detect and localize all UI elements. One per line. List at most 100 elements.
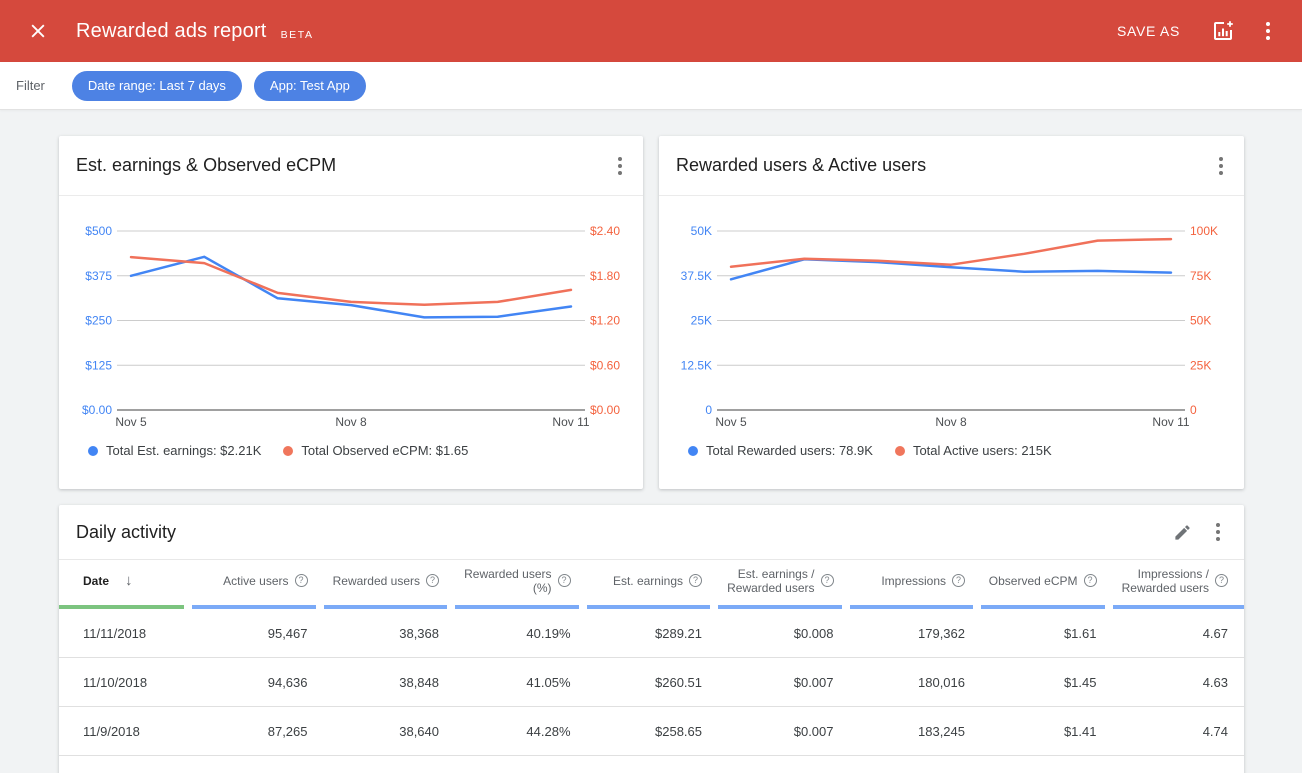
value-cell: 95,467: [267, 626, 308, 641]
column-underline: [455, 605, 579, 609]
left-axis-tick: 0: [705, 403, 712, 417]
left-axis-tick: 25K: [691, 314, 712, 328]
app-filter-chip[interactable]: App: Test App: [253, 70, 366, 101]
value-cell: $0.008: [793, 626, 834, 641]
right-axis-tick: $0.00: [590, 403, 620, 417]
add-chart-icon[interactable]: [1210, 18, 1236, 44]
column-header-impressions[interactable]: Impressions?: [849, 560, 982, 609]
table-row: 11/10/2018 94,636 38,848 41.05% $260.51 $0.00…: [59, 658, 1244, 707]
right-axis-tick: $1.20: [590, 314, 620, 328]
series-line-active-users: [729, 237, 1173, 269]
value-cell: 41.05%: [526, 675, 571, 690]
help-icon[interactable]: ?: [557, 574, 571, 587]
help-icon[interactable]: ?: [820, 574, 834, 587]
value-cell: $289.21: [655, 626, 702, 641]
value-cell: 87,265: [267, 724, 308, 739]
help-icon[interactable]: ?: [1215, 574, 1228, 587]
legend-item: Total Active users: 215K: [894, 443, 1052, 458]
value-cell: $1.41: [1063, 724, 1097, 739]
x-axis-tick: Nov 8: [335, 415, 367, 429]
app-header: Rewarded ads report BETA SAVE AS: [0, 0, 1302, 62]
column-label: Date: [83, 573, 110, 588]
help-icon[interactable]: ?: [426, 574, 439, 587]
column-label: Rewarded users (%): [464, 566, 552, 595]
table-row: 11/11/2018 95,467 38,368 40.19% $289.21 $0.00…: [59, 609, 1244, 658]
column-label: Est. earnings: [612, 573, 683, 588]
left-axis-tick: $0.00: [82, 403, 112, 417]
right-axis-tick: 100K: [1190, 224, 1218, 238]
table-row: 11/9/2018 87,265 38,640 44.28% $258.65 $0.007…: [59, 707, 1244, 756]
column-header-est-earnings[interactable]: Est. earnings / Rewarded users?: [718, 560, 850, 609]
value-cell: 38,368: [399, 626, 439, 641]
save-as-button[interactable]: SAVE AS: [1116, 23, 1180, 39]
right-axis-tick: 25K: [1190, 358, 1211, 372]
column-header-est-earnings[interactable]: Est. earnings?: [586, 560, 719, 609]
help-icon[interactable]: ?: [1083, 574, 1097, 587]
page-title: Rewarded ads report: [76, 19, 267, 42]
legend-dot-icon: [88, 445, 98, 456]
chart-title: Est. earnings & Observed eCPM: [76, 155, 337, 175]
table-overflow-menu-icon[interactable]: [1212, 519, 1224, 545]
left-axis-tick: $500: [85, 224, 112, 238]
report-content: Est. earnings & Observed eCPM $500 $2.40 $…: [0, 110, 1302, 773]
chart-overflow-menu-icon[interactable]: [614, 153, 626, 179]
right-axis-tick: 0: [1190, 403, 1197, 417]
left-axis-tick: 50K: [691, 224, 712, 238]
column-underline: [192, 605, 316, 609]
legend-item: Total Observed eCPM: $1.65: [283, 443, 468, 458]
column-underline: [1112, 605, 1244, 609]
edit-icon[interactable]: [1170, 520, 1194, 544]
left-axis-tick: $375: [85, 269, 112, 283]
table-header-row: Date ↓ Active users? Rewarded users? Rewarde…: [59, 559, 1244, 609]
earnings-ecpm-chart-card: Est. earnings & Observed eCPM $500 $2.40 $…: [59, 136, 643, 489]
daily-activity-card: Daily activity Date ↓ Active users? Rewarde…: [59, 505, 1244, 773]
value-cell: $0.007: [793, 675, 834, 690]
left-axis-tick: $250: [85, 314, 112, 328]
x-axis-tick: Nov 5: [715, 415, 747, 429]
right-axis-tick: $0.60: [590, 358, 620, 372]
value-cell: 183,245: [918, 724, 965, 739]
chart-legend: Total Rewarded users: 78.9K Total Active …: [688, 443, 1244, 458]
date-range-chip[interactable]: Date range: Last 7 days: [71, 70, 242, 101]
right-axis-tick: $1.80: [590, 269, 620, 283]
column-label: Impressions: [881, 573, 946, 588]
help-icon[interactable]: ?: [952, 574, 965, 587]
value-cell: 4.63: [1202, 675, 1228, 690]
help-icon[interactable]: ?: [689, 574, 702, 587]
column-underline: [718, 605, 842, 609]
table-title: Daily activity: [76, 521, 177, 542]
left-axis-tick: 37.5K: [681, 269, 712, 283]
left-axis-tick: 12.5K: [681, 358, 712, 372]
date-cell: 11/11/2018: [83, 626, 147, 641]
chart-overflow-menu-icon[interactable]: [1215, 153, 1227, 179]
column-underline: [981, 605, 1105, 609]
value-cell: $1.45: [1063, 675, 1097, 690]
column-header-observed-ecpm[interactable]: Observed eCPM?: [981, 560, 1113, 609]
header-overflow-menu-icon[interactable]: [1262, 18, 1274, 44]
column-header-date[interactable]: Date ↓: [59, 560, 192, 609]
table-body: 11/11/2018 95,467 38,368 40.19% $289.21 $0.00…: [59, 609, 1244, 756]
x-axis-tick: Nov 8: [935, 415, 967, 429]
value-cell: 4.67: [1202, 626, 1228, 641]
close-icon[interactable]: [26, 19, 50, 43]
series-line-observed-ecpm: [129, 255, 573, 307]
column-label: Rewarded users: [332, 573, 420, 588]
column-underline: [586, 605, 710, 609]
column-header-rewarded-users[interactable]: Rewarded users (%)?: [455, 560, 587, 609]
column-header-active-users[interactable]: Active users?: [192, 560, 324, 609]
help-icon[interactable]: ?: [294, 574, 308, 587]
column-header-rewarded-users[interactable]: Rewarded users?: [323, 560, 456, 609]
right-axis-tick: $2.40: [590, 224, 620, 238]
legend-label: Total Active users: 215K: [912, 443, 1052, 458]
value-cell: 179,362: [918, 626, 965, 641]
value-cell: 180,016: [918, 675, 965, 690]
beta-badge: BETA: [280, 28, 314, 41]
filter-label: Filter: [16, 78, 45, 93]
column-label: Active users: [223, 573, 289, 588]
legend-item: Total Rewarded users: 78.9K: [688, 443, 873, 458]
column-header-impressions[interactable]: Impressions / Rewarded users?: [1112, 560, 1244, 609]
value-cell: 40.19%: [526, 626, 571, 641]
right-axis-tick: 75K: [1190, 269, 1211, 283]
x-axis-tick: Nov 5: [115, 415, 147, 429]
